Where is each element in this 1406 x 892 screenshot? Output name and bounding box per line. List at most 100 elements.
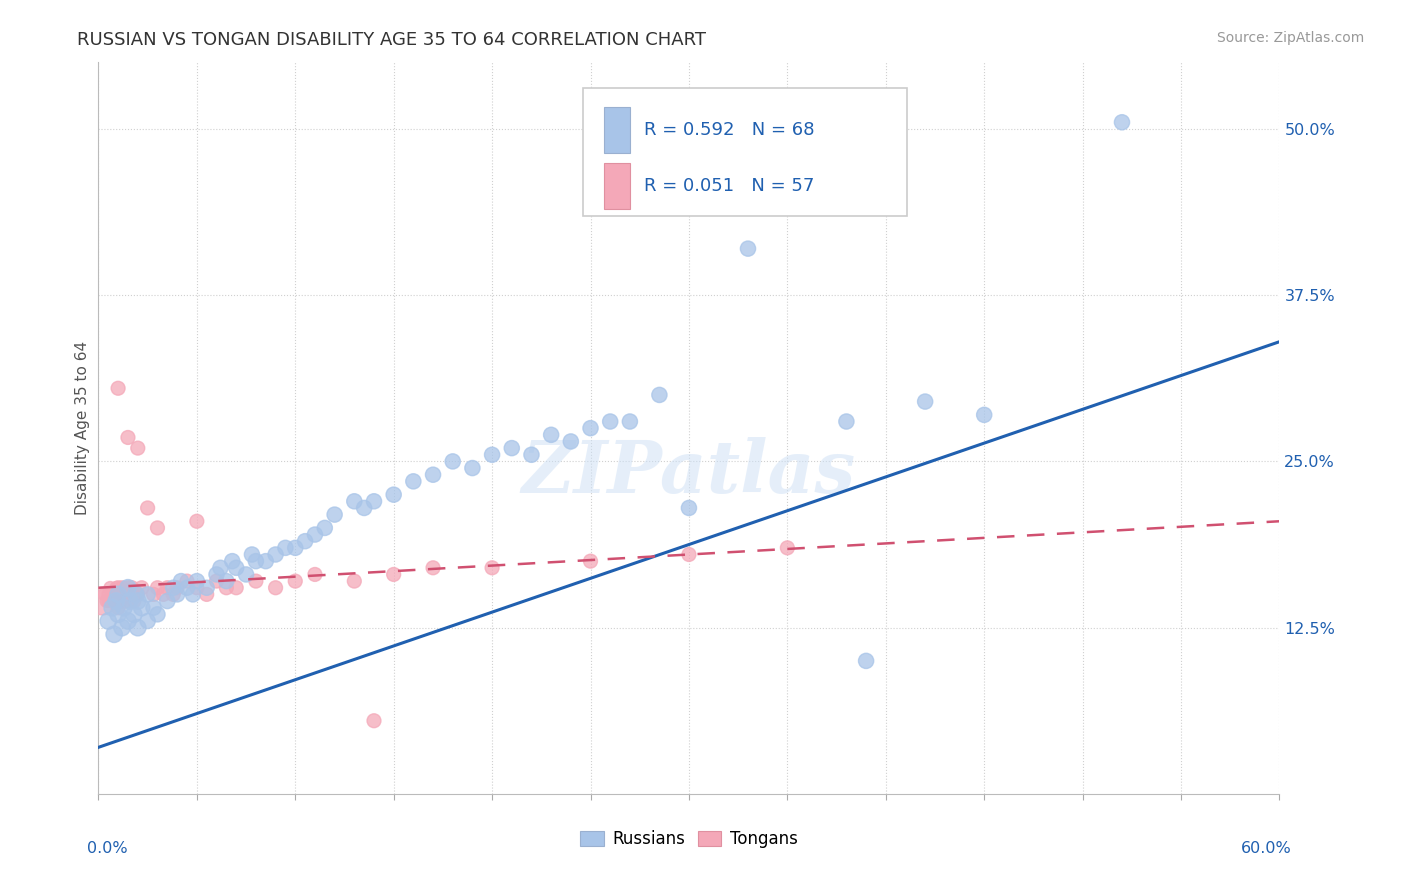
Point (105, 594, 128, 608)
Text: 60.0%: 60.0% (1240, 841, 1291, 856)
Point (221, 554, 243, 568)
FancyBboxPatch shape (582, 88, 907, 216)
Point (127, 587, 149, 601)
Point (284, 574, 307, 588)
Point (225, 561, 247, 575)
Point (118, 587, 141, 601)
Point (540, 427, 562, 442)
Point (103, 627, 125, 641)
Point (382, 488, 405, 502)
Point (294, 534, 316, 549)
Point (105, 594, 128, 608)
Point (98, 594, 121, 608)
Point (855, 654, 877, 668)
Point (108, 594, 131, 608)
Point (131, 581, 153, 595)
Point (441, 454, 464, 468)
Point (170, 574, 193, 588)
Point (97, 614, 120, 628)
Point (402, 475, 425, 489)
Point (579, 421, 602, 435)
Text: Source: ZipAtlas.com: Source: ZipAtlas.com (1216, 31, 1364, 45)
Point (186, 574, 208, 588)
Point (579, 554, 602, 568)
Point (186, 581, 208, 595)
Point (225, 581, 247, 595)
Point (91, 594, 114, 608)
Point (195, 581, 218, 595)
Point (136, 614, 159, 628)
Point (112, 600, 135, 615)
Point (127, 594, 149, 608)
Point (264, 581, 287, 595)
Point (648, 388, 671, 402)
Point (304, 567, 326, 582)
Point (186, 514, 208, 528)
Point (107, 600, 129, 615)
Point (142, 587, 165, 601)
Point (481, 448, 503, 462)
Point (122, 594, 145, 608)
Point (98, 581, 121, 595)
Point (181, 587, 204, 601)
Point (353, 500, 375, 515)
Point (117, 581, 139, 595)
Point (112, 594, 135, 608)
Point (111, 581, 134, 595)
Point (107, 381, 129, 395)
Point (501, 441, 523, 455)
Point (108, 587, 131, 601)
Point (461, 461, 484, 475)
Point (363, 494, 385, 508)
Point (343, 494, 366, 508)
Text: 0.0%: 0.0% (87, 841, 127, 856)
Point (245, 554, 267, 568)
Point (117, 614, 139, 628)
Point (107, 587, 129, 601)
Point (235, 567, 257, 582)
Point (115, 587, 138, 601)
Point (363, 714, 385, 728)
Point (215, 581, 238, 595)
Point (599, 415, 621, 429)
Point (117, 581, 139, 595)
Point (176, 581, 198, 595)
Point (1111, 115, 1133, 129)
FancyBboxPatch shape (605, 163, 630, 209)
Text: RUSSIAN VS TONGAN DISABILITY AGE 35 TO 64 CORRELATION CHART: RUSSIAN VS TONGAN DISABILITY AGE 35 TO 6… (77, 31, 706, 49)
Point (264, 548, 287, 562)
Point (166, 581, 188, 595)
Point (209, 561, 232, 575)
Point (254, 554, 277, 568)
Point (343, 574, 366, 588)
Point (107, 594, 129, 608)
Point (97, 594, 120, 608)
Point (304, 527, 326, 541)
Point (107, 581, 129, 595)
Point (152, 587, 174, 601)
Point (127, 621, 149, 635)
Point (776, 541, 799, 555)
Point (382, 567, 405, 582)
Point (111, 621, 134, 635)
Point (136, 587, 159, 601)
Point (973, 408, 995, 422)
Point (146, 521, 169, 535)
Point (737, 242, 759, 256)
Point (274, 541, 297, 555)
Point (107, 607, 129, 622)
Point (142, 600, 165, 615)
Text: R = 0.592   N = 68: R = 0.592 N = 68 (644, 121, 814, 139)
Point (914, 394, 936, 409)
Point (176, 574, 198, 588)
Point (125, 587, 148, 601)
Point (136, 500, 159, 515)
Point (314, 521, 336, 535)
Point (619, 415, 641, 429)
Point (118, 594, 141, 608)
Point (117, 594, 139, 608)
Point (162, 587, 184, 601)
Point (127, 441, 149, 455)
Point (245, 574, 267, 588)
Text: ZIPatlas: ZIPatlas (522, 436, 856, 508)
